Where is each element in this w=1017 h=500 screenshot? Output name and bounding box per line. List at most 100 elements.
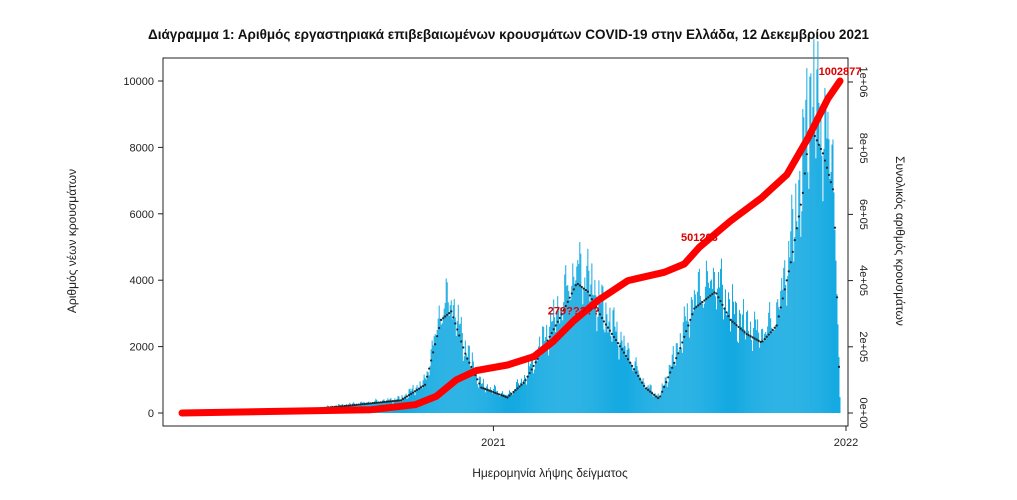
moving-average-point [833,226,837,229]
daily-case-bar [521,378,523,413]
daily-case-bar [600,303,602,413]
daily-case-bar [696,291,698,413]
daily-case-bar [579,242,581,413]
y-right-tick-label: 1e+06 [857,67,869,98]
moving-average-point [476,378,479,381]
daily-case-bar [442,315,444,413]
moving-average-point [777,315,780,318]
daily-case-bar [425,379,427,413]
chart-title: Διάγραμμα 1: Αριθμός εργαστηριακά επιβεβ… [148,27,869,42]
daily-case-bar [644,388,646,413]
daily-case-bar [586,265,588,413]
daily-case-bar [712,267,714,413]
moving-average-point [759,340,762,343]
moving-average-point [661,390,664,393]
daily-case-bar [755,319,757,413]
moving-average-point [492,391,495,394]
daily-case-bar [582,304,584,413]
daily-case-bar [791,194,793,413]
moving-average-point [426,375,429,378]
moving-average-point [659,395,662,398]
daily-case-bar [800,236,802,413]
daily-case-bar [455,335,457,413]
daily-case-bar [801,211,803,413]
daily-case-bar [635,357,637,413]
moving-average-point [671,366,674,369]
daily-case-bar [687,321,689,413]
daily-case-bar [630,362,632,413]
daily-case-bar [710,279,712,413]
daily-case-bar [601,284,603,413]
moving-average-point [813,134,816,138]
daily-case-bar [447,302,449,413]
daily-case-bar [636,366,638,413]
daily-case-bar [838,357,840,413]
moving-average-point [695,305,698,309]
daily-case-bar [517,379,519,413]
daily-case-bar [695,305,697,413]
moving-average-point [643,384,646,388]
moving-average-point [353,403,356,407]
moving-average-point [554,324,557,327]
daily-case-bar [568,291,570,413]
moving-average-point [590,298,593,301]
moving-average-point [719,299,722,303]
moving-average-point [562,308,565,312]
daily-case-bar [756,330,758,413]
moving-average-point [369,402,372,405]
moving-average-point [460,340,463,343]
moving-average-point [351,404,354,407]
moving-average-point [468,361,471,364]
daily-case-bar [835,260,837,413]
daily-case-bar [572,263,574,413]
daily-case-bar [522,384,524,413]
moving-average-point [723,307,726,310]
moving-average-point [566,300,569,303]
daily-case-bar [430,349,432,413]
daily-case-bar [551,321,553,413]
daily-case-bar [529,366,531,413]
moving-average-point [795,227,798,230]
moving-average-point [506,396,509,399]
daily-case-bar [614,326,616,413]
moving-average-point [717,296,720,299]
daily-case-bar [528,361,530,413]
daily-case-bar [632,371,634,413]
daily-case-bar [603,329,605,413]
daily-case-bar [680,348,682,413]
daily-case-bar [548,355,550,413]
moving-average-point [385,400,389,403]
moving-average-point [823,159,827,162]
daily-case-bar [543,326,545,413]
daily-case-bar [735,301,737,413]
moving-average-point [442,317,445,320]
daily-case-bar [782,289,784,413]
daily-case-bar [798,179,800,413]
daily-case-bar [754,311,756,413]
daily-case-bar [673,363,675,413]
daily-case-bar [790,231,792,413]
moving-average-point [753,337,756,340]
daily-case-bar [797,227,799,413]
daily-case-bar [532,355,534,413]
moving-average-point [721,303,724,306]
daily-case-bar [690,297,692,413]
daily-case-bar [693,290,695,413]
moving-average-point [624,354,628,358]
cumulative-annotation: 279????? [548,306,600,318]
moving-average-point [510,392,513,395]
daily-case-bar [567,285,569,413]
daily-case-bar [433,336,435,413]
daily-case-bar [477,387,479,413]
daily-case-bar [657,393,659,413]
daily-case-bar [740,313,742,413]
daily-case-bar [719,268,721,413]
daily-case-bar [596,331,598,413]
moving-average-point [367,402,370,405]
daily-case-bar [409,388,411,413]
moving-average-point [484,388,487,391]
moving-average-point [438,326,441,330]
y-right-tick-label: 2e+05 [857,331,869,362]
moving-average-point [512,390,515,394]
daily-case-bar [623,335,625,413]
